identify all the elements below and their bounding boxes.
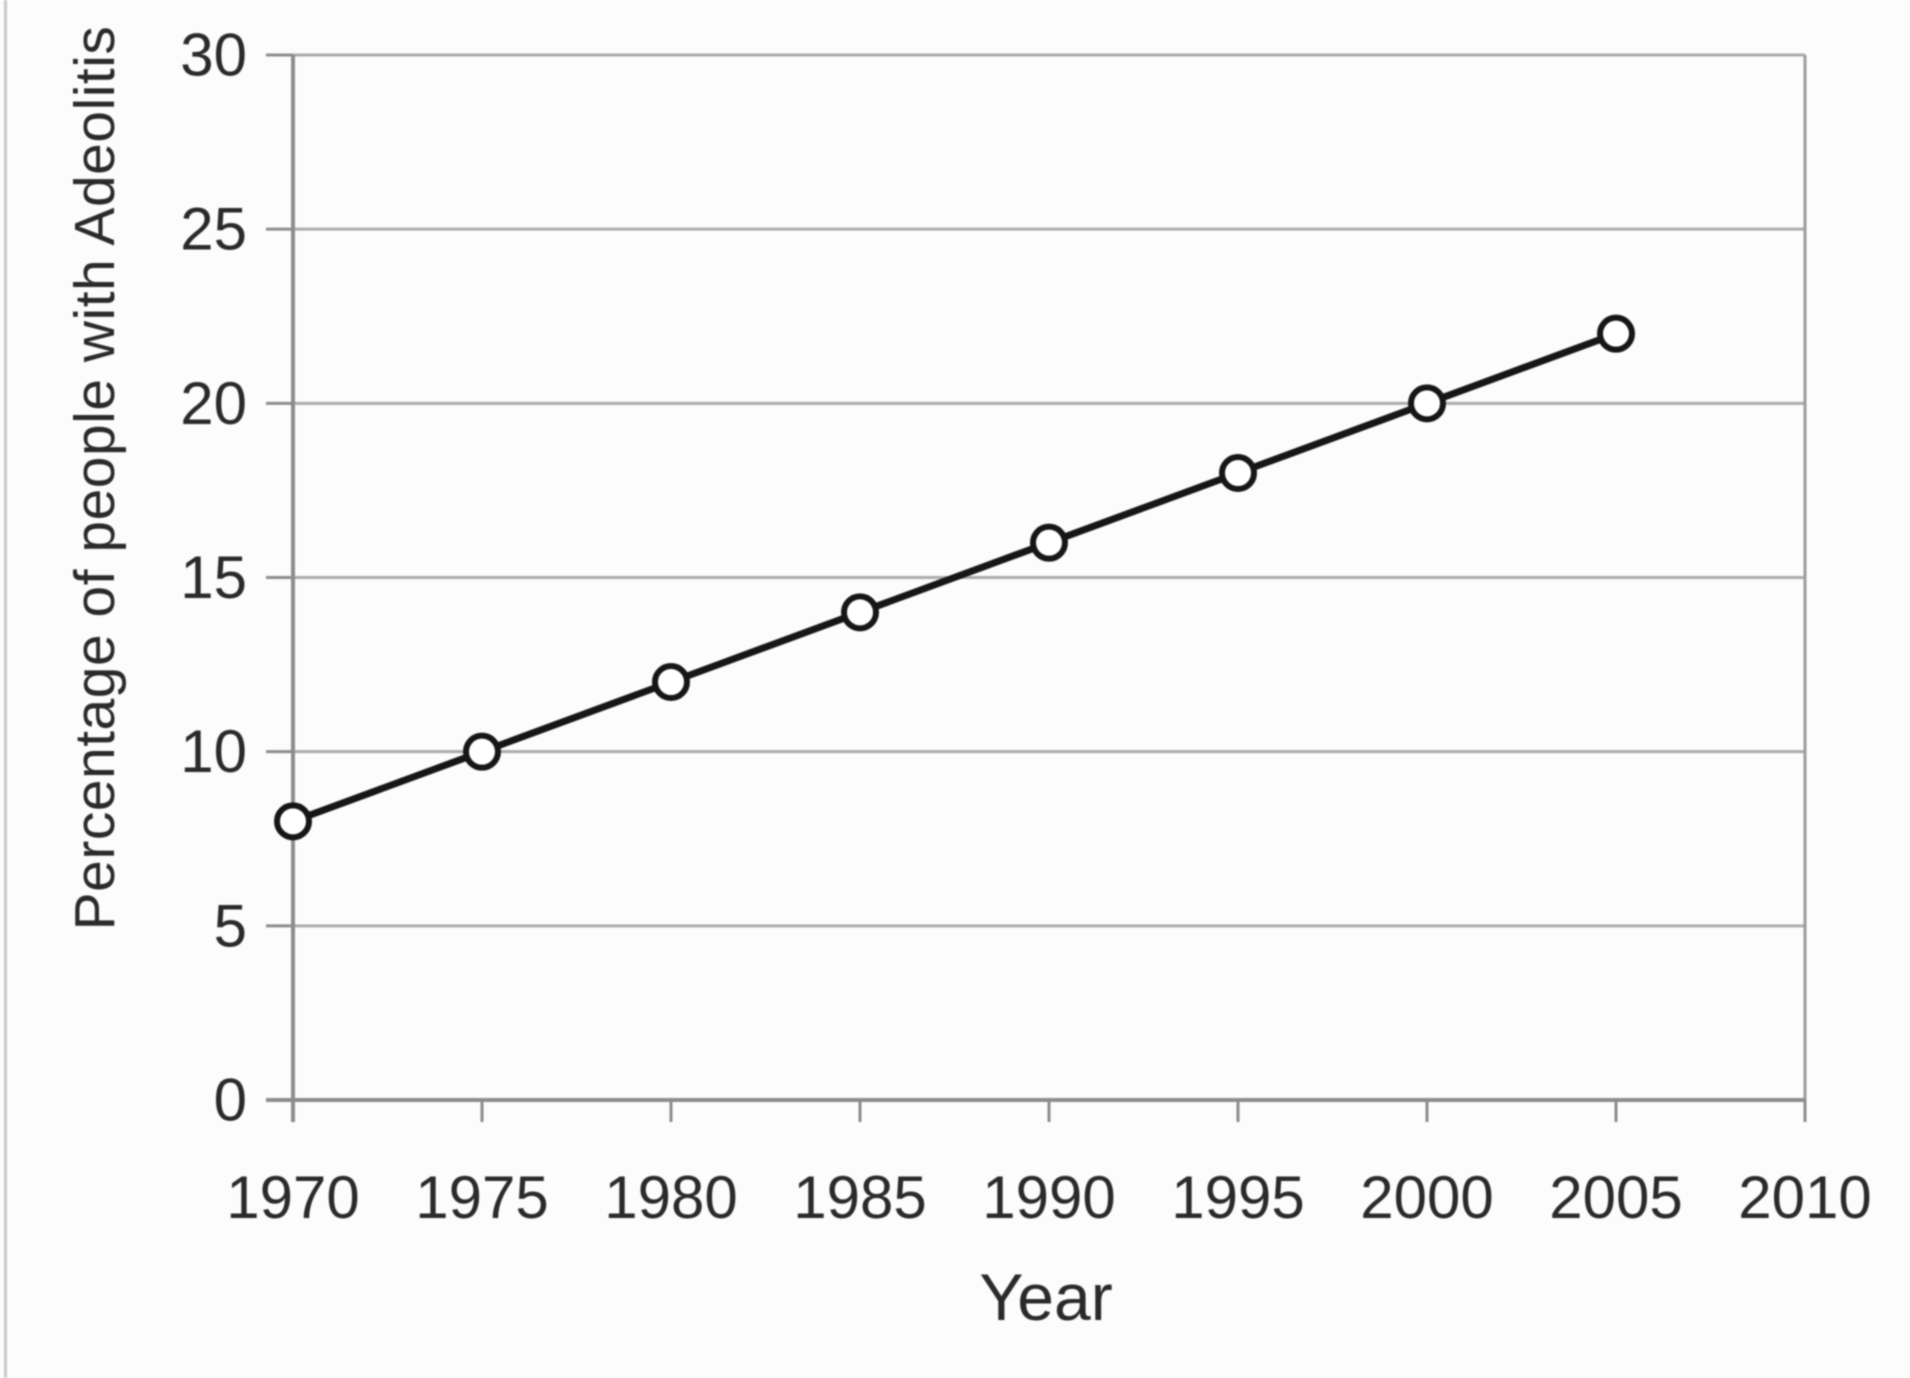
x-tick-label: 2010	[1738, 1164, 1871, 1231]
y-tick-label: 5	[214, 892, 247, 959]
x-tick-label: 1970	[226, 1164, 359, 1231]
data-point-marker	[1597, 314, 1635, 353]
x-tick-label: 1985	[793, 1164, 926, 1231]
x-tick-label: 2005	[1549, 1164, 1682, 1231]
scan-edge-line	[4, 0, 7, 1378]
y-tick-label: 20	[180, 370, 247, 437]
x-axis-title: Year	[979, 1260, 1113, 1334]
data-point-marker	[463, 732, 501, 771]
data-point-marker	[274, 802, 312, 841]
data-point-marker	[1219, 454, 1257, 492]
data-point-marker	[841, 593, 879, 632]
y-tick-label: 30	[180, 22, 247, 89]
data-point-marker	[1030, 523, 1068, 562]
data-point-marker	[652, 663, 690, 701]
y-tick-label: 0	[214, 1067, 247, 1134]
y-tick-label: 25	[180, 196, 247, 263]
y-tick-label: 15	[180, 544, 247, 611]
x-tick-label: 2000	[1360, 1164, 1493, 1231]
data-line	[289, 330, 1620, 825]
x-tick-label: 1975	[415, 1164, 548, 1231]
x-tick-label: 1980	[604, 1164, 737, 1231]
data-point-marker	[1408, 384, 1446, 423]
y-tick-label: 10	[180, 718, 247, 785]
y-axis-title: Percentage of people with Adeolitis	[63, 25, 127, 931]
x-tick-label: 1995	[1171, 1164, 1304, 1231]
x-tick-label: 1990	[982, 1164, 1115, 1231]
